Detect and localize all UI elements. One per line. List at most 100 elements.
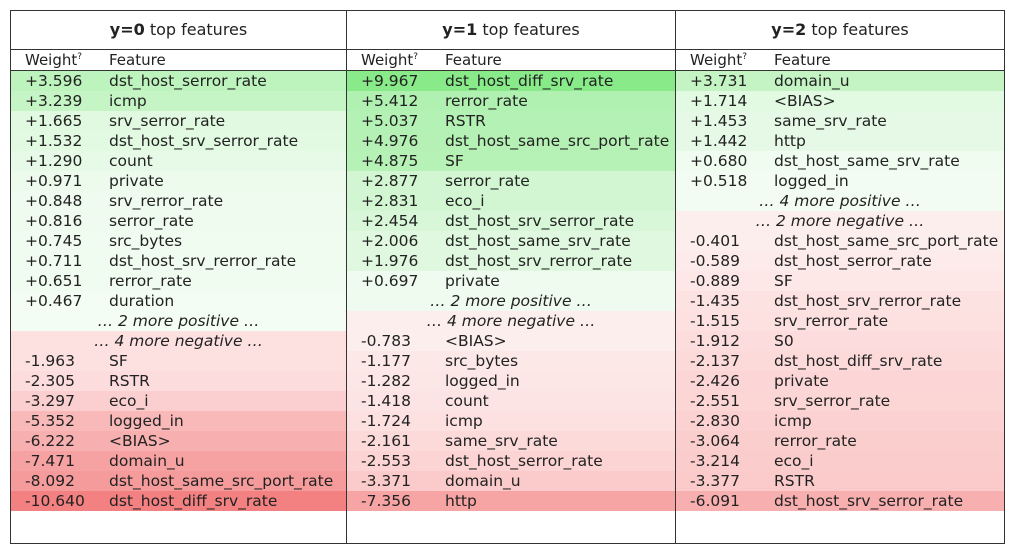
feature-name: dst_host_same_src_port_rate [445, 132, 670, 150]
column-title: y=0 top features [11, 11, 346, 49]
weight-value: +0.745 [25, 232, 83, 250]
weight-header: Weight? [690, 50, 747, 70]
feature-row: +1.532 dst_host_srv_serror_rate [11, 131, 346, 151]
feature-name: srv_rerror_rate [774, 312, 889, 330]
feature-name: dst_host_diff_srv_rate [774, 352, 943, 370]
feature-name: eco_i [445, 192, 485, 210]
title-suffix: top features [477, 20, 580, 39]
feature-name: rerror_rate [774, 432, 857, 450]
weight-value: -10.640 [25, 492, 85, 510]
weight-value: +5.412 [361, 92, 419, 110]
feature-name: SF [445, 152, 464, 170]
weight-value: -0.783 [361, 332, 411, 350]
weight-value: -3.214 [690, 452, 740, 470]
weight-value: +1.290 [25, 152, 83, 170]
feature-name: rerror_rate [109, 272, 192, 290]
feature-weights-table: y=0 top features Weight? Feature +3.596 d… [10, 10, 1005, 544]
weight-help-icon[interactable]: ? [77, 52, 83, 62]
weight-value: -1.282 [361, 372, 411, 390]
weight-value: +3.239 [25, 92, 83, 110]
feature-name: RSTR [445, 112, 486, 130]
class-column-y2: y=2 top features Weight? Feature +3.731 d… [675, 11, 1004, 543]
weight-value: +1.714 [690, 92, 748, 110]
feature-row: +2.831 eco_i [347, 191, 675, 211]
feature-name: dst_host_srv_serror_rate [774, 492, 964, 510]
feature-row: +1.442 http [676, 131, 1004, 151]
more-features-note: … 2 more positive … [11, 311, 346, 331]
feature-row: -1.435 dst_host_srv_rerror_rate [676, 291, 1004, 311]
feature-name: dst_host_srv_rerror_rate [774, 292, 962, 310]
feature-row: -1.724 icmp [347, 411, 675, 431]
feature-name: src_bytes [109, 232, 183, 250]
title-suffix: top features [806, 20, 909, 39]
feature-name: dst_host_srv_rerror_rate [109, 252, 297, 270]
weight-value: -0.589 [690, 252, 740, 270]
weight-value: -1.724 [361, 412, 411, 430]
feature-name: dst_host_srv_rerror_rate [445, 252, 633, 270]
feature-name: dst_host_diff_srv_rate [109, 492, 278, 510]
feature-row: -3.377 RSTR [676, 471, 1004, 491]
feature-name: S0 [774, 332, 794, 350]
feature-row: +0.711 dst_host_srv_rerror_rate [11, 251, 346, 271]
weight-value: -1.177 [361, 352, 411, 370]
feature-name: count [109, 152, 153, 170]
feature-row: +4.875 SF [347, 151, 675, 171]
feature-name: srv_serror_rate [109, 112, 226, 130]
feature-row: -8.092 dst_host_same_src_port_rate [11, 471, 346, 491]
weight-header-label: Weight [361, 51, 414, 69]
feature-name: private [109, 172, 164, 190]
feature-row: -1.282 logged_in [347, 371, 675, 391]
feature-row: -1.177 src_bytes [347, 351, 675, 371]
feature-name: dst_host_serror_rate [774, 252, 932, 270]
feature-row: +1.290 count [11, 151, 346, 171]
weight-value: -3.064 [690, 432, 740, 450]
weight-value: +0.711 [25, 252, 83, 270]
feature-row: +3.596 dst_host_serror_rate [11, 71, 346, 91]
weight-value: +0.971 [25, 172, 83, 190]
weight-value: +1.453 [690, 112, 748, 130]
weight-value: -3.377 [690, 472, 740, 490]
feature-name: SF [774, 272, 793, 290]
feature-row: +2.877 serror_rate [347, 171, 675, 191]
feature-name: http [445, 492, 477, 510]
feature-row: -3.297 eco_i [11, 391, 346, 411]
feature-row: -0.783 <BIAS> [347, 331, 675, 351]
more-features-note: … 4 more negative … [11, 331, 346, 351]
weight-value: -2.553 [361, 452, 411, 470]
weight-value: +0.518 [690, 172, 748, 190]
feature-name: eco_i [774, 452, 814, 470]
feature-header: Feature [774, 51, 831, 69]
feature-name: private [445, 272, 500, 290]
weight-help-icon[interactable]: ? [742, 52, 748, 62]
feature-row: +5.037 RSTR [347, 111, 675, 131]
feature-name: dst_host_serror_rate [109, 72, 267, 90]
feature-name: dst_host_diff_srv_rate [445, 72, 614, 90]
feature-row: -2.305 RSTR [11, 371, 346, 391]
class-label: y=2 [771, 20, 807, 39]
weight-value: -2.305 [25, 372, 75, 390]
weight-help-icon[interactable]: ? [413, 52, 419, 62]
weight-value: +0.816 [25, 212, 83, 230]
weight-value: +0.848 [25, 192, 83, 210]
feature-row: +9.967 dst_host_diff_srv_rate [347, 71, 675, 91]
weight-value: -6.222 [25, 432, 75, 450]
weight-value: +0.651 [25, 272, 83, 290]
weight-value: -5.352 [25, 412, 75, 430]
weight-value: -3.297 [25, 392, 75, 410]
feature-name: serror_rate [109, 212, 194, 230]
feature-row: +0.971 private [11, 171, 346, 191]
weight-header: Weight? [361, 50, 418, 70]
feature-name: icmp [109, 92, 147, 110]
weight-value: +3.731 [690, 72, 748, 90]
weight-header-label: Weight [25, 51, 78, 69]
weight-value: -0.889 [690, 272, 740, 290]
feature-row: +4.976 dst_host_same_src_port_rate [347, 131, 675, 151]
column-header: Weight? Feature [347, 49, 675, 71]
feature-name: logged_in [445, 372, 520, 390]
feature-name: logged_in [774, 172, 849, 190]
feature-row: +3.731 domain_u [676, 71, 1004, 91]
weight-value: -2.137 [690, 352, 740, 370]
weight-value: -3.371 [361, 472, 411, 490]
feature-row: -0.889 SF [676, 271, 1004, 291]
feature-name: icmp [445, 412, 483, 430]
